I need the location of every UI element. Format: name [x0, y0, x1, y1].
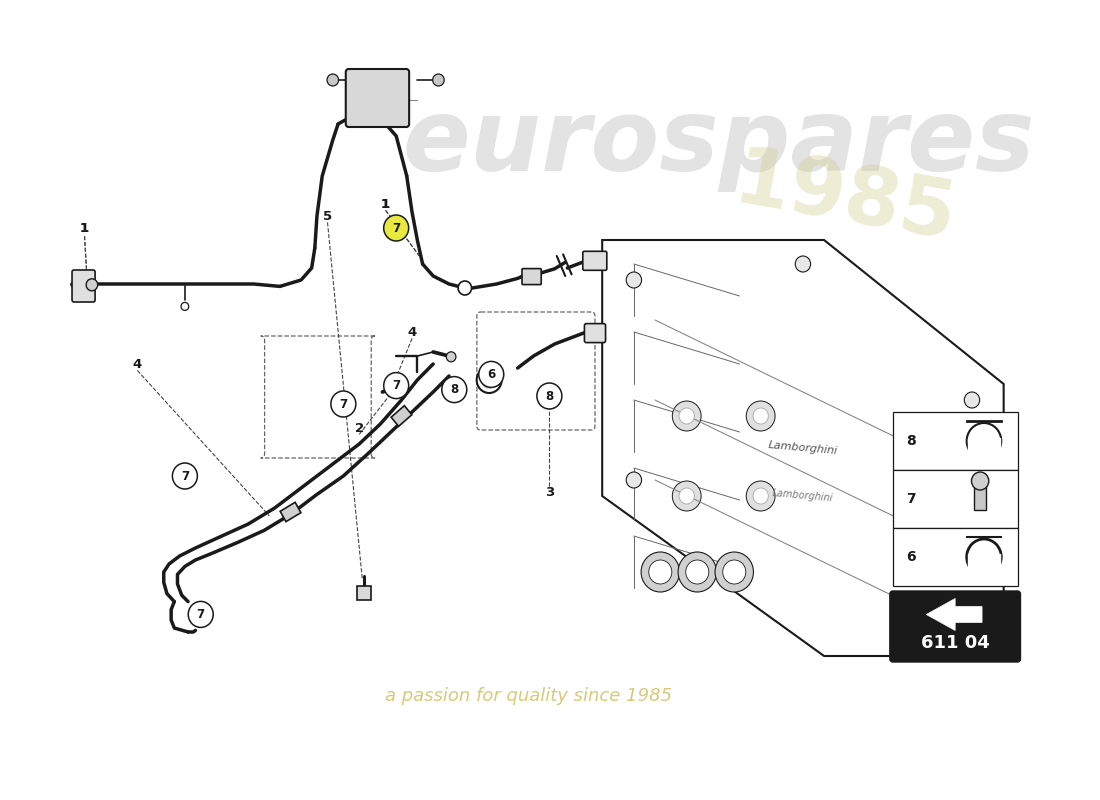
FancyBboxPatch shape: [345, 69, 409, 127]
Text: 3: 3: [544, 486, 554, 498]
Bar: [280, 502, 301, 522]
Circle shape: [967, 539, 1001, 575]
Circle shape: [715, 552, 754, 592]
Text: 7: 7: [906, 492, 916, 506]
Circle shape: [432, 74, 444, 86]
Text: 7: 7: [180, 470, 189, 482]
Text: 1985: 1985: [728, 142, 962, 258]
Circle shape: [754, 488, 769, 504]
FancyBboxPatch shape: [72, 270, 95, 302]
Text: 1: 1: [80, 222, 89, 234]
Circle shape: [672, 401, 701, 431]
Text: 7: 7: [392, 222, 400, 234]
Bar: [968, 554, 1000, 576]
Circle shape: [394, 382, 403, 391]
Circle shape: [679, 488, 694, 504]
Text: 8: 8: [450, 383, 459, 396]
Circle shape: [86, 278, 98, 290]
Text: 7: 7: [339, 398, 348, 410]
Circle shape: [672, 481, 701, 511]
Circle shape: [965, 616, 980, 632]
Circle shape: [679, 408, 694, 424]
Bar: [358, 586, 372, 600]
Text: 7: 7: [392, 379, 400, 392]
Bar: [893, 470, 1018, 528]
Circle shape: [478, 362, 504, 387]
FancyBboxPatch shape: [522, 269, 541, 285]
Text: 5: 5: [323, 210, 332, 222]
Text: Lamborghini: Lamborghini: [772, 488, 834, 504]
Circle shape: [746, 401, 776, 431]
Circle shape: [723, 560, 746, 584]
Circle shape: [476, 367, 502, 393]
Text: Lamborghini: Lamborghini: [768, 440, 838, 456]
Bar: [392, 406, 411, 426]
Circle shape: [538, 384, 561, 408]
Text: 1: 1: [80, 222, 89, 234]
Circle shape: [327, 74, 339, 86]
Circle shape: [649, 560, 672, 584]
Circle shape: [754, 408, 769, 424]
Circle shape: [678, 552, 716, 592]
Circle shape: [384, 215, 409, 241]
Circle shape: [188, 602, 213, 627]
Circle shape: [626, 472, 641, 488]
Circle shape: [746, 481, 776, 511]
Circle shape: [482, 372, 497, 388]
Bar: [893, 528, 1018, 586]
Text: 611 04: 611 04: [921, 634, 990, 652]
Text: 4: 4: [407, 326, 417, 338]
Circle shape: [626, 272, 641, 288]
Circle shape: [447, 352, 455, 362]
Circle shape: [331, 391, 355, 417]
Text: 2: 2: [354, 422, 364, 434]
Text: eurospares: eurospares: [403, 95, 1035, 193]
Circle shape: [384, 373, 409, 398]
Text: 1: 1: [381, 198, 390, 210]
Circle shape: [458, 281, 472, 295]
Circle shape: [442, 377, 466, 402]
Circle shape: [641, 552, 680, 592]
Bar: [975, 478, 986, 510]
Circle shape: [443, 378, 465, 402]
Circle shape: [967, 423, 1001, 459]
FancyBboxPatch shape: [583, 251, 607, 270]
Polygon shape: [602, 240, 1003, 656]
Bar: [968, 438, 1000, 460]
Text: a passion for quality since 1985: a passion for quality since 1985: [385, 687, 672, 705]
Text: 8: 8: [906, 434, 916, 448]
FancyBboxPatch shape: [890, 591, 1021, 662]
Text: 8: 8: [546, 390, 553, 402]
Circle shape: [173, 463, 197, 489]
Circle shape: [971, 472, 989, 490]
Text: 6: 6: [487, 368, 495, 381]
Text: 6: 6: [906, 550, 916, 564]
Bar: [893, 412, 1018, 470]
Circle shape: [685, 560, 708, 584]
Text: 7: 7: [197, 608, 205, 621]
Circle shape: [182, 302, 189, 310]
Circle shape: [537, 383, 562, 409]
Text: 1: 1: [381, 198, 390, 210]
Circle shape: [965, 392, 980, 408]
Circle shape: [795, 256, 811, 272]
FancyBboxPatch shape: [584, 323, 606, 342]
Polygon shape: [926, 598, 982, 630]
Text: 4: 4: [133, 358, 142, 370]
